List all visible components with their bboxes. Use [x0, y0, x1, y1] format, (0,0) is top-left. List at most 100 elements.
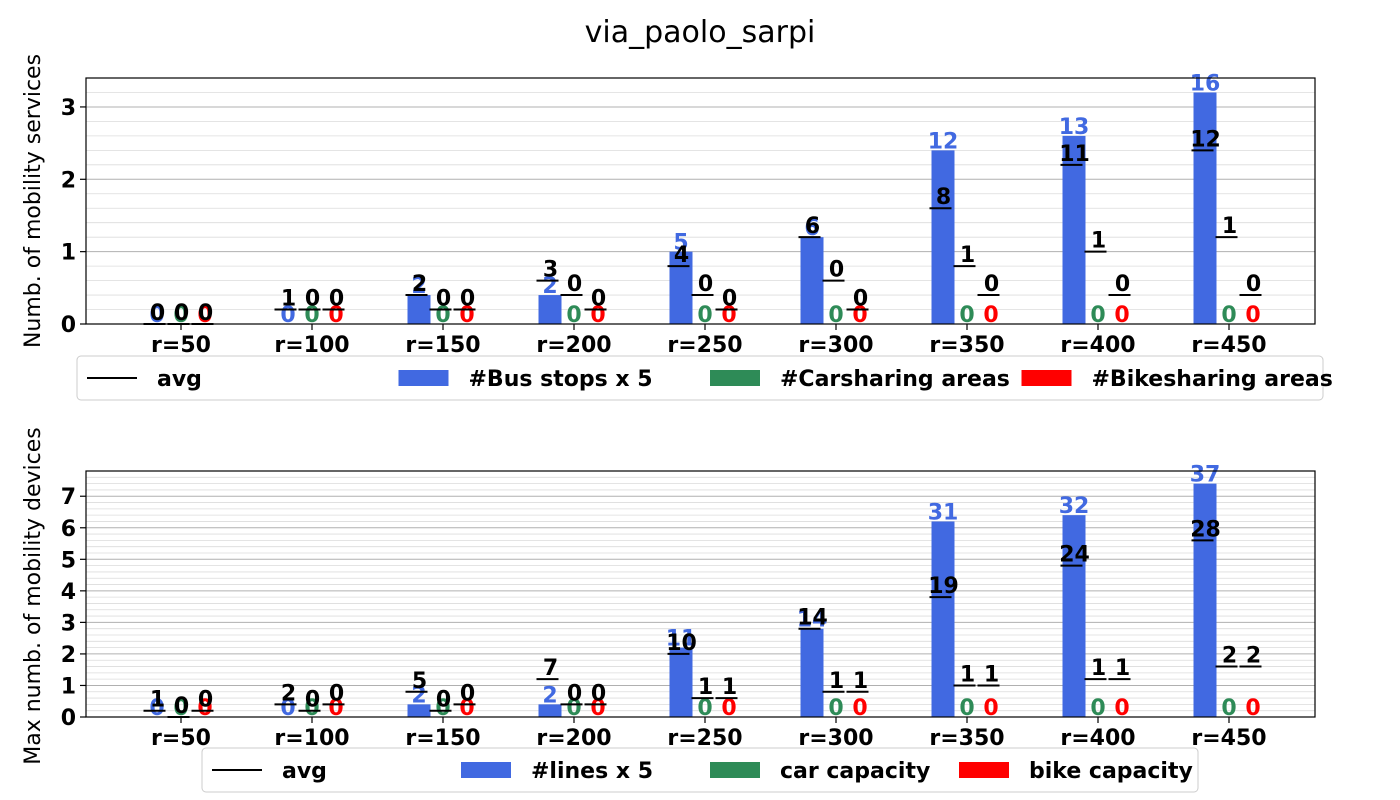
avg-value-label: 0 — [436, 688, 451, 713]
avg-value-label: 0 — [698, 272, 713, 297]
avg-value-label: 0 — [722, 287, 737, 312]
x-tick-label: r=250 — [667, 726, 742, 751]
legend-bus-label: #Bus stops x 5 — [469, 367, 653, 392]
bike-value-label: 0 — [459, 696, 474, 721]
avg-value-label: 7 — [543, 656, 558, 681]
avg-value-label: 0 — [305, 688, 320, 713]
bus-bar — [800, 237, 824, 324]
bike-value-label: 0 — [590, 696, 605, 721]
bus-value-label: 5 — [673, 231, 688, 256]
x-tick-label: r=400 — [1060, 333, 1135, 358]
bus-value-label: 0 — [280, 696, 295, 721]
bike-value-label: 0 — [1114, 696, 1129, 721]
car-value-label: 0 — [304, 696, 319, 721]
bus-value-label: 31 — [928, 500, 959, 525]
avg-value-label: 5 — [412, 669, 427, 694]
avg-value-label: 2 — [1222, 644, 1237, 669]
bus-bar — [669, 647, 693, 717]
avg-value-label: 11 — [1059, 142, 1090, 167]
avg-value-label: 0 — [305, 287, 320, 312]
bus-value-label: 32 — [1059, 494, 1090, 519]
avg-value-label: 0 — [329, 287, 344, 312]
bus-bar — [800, 628, 824, 717]
y-tick-label: 2 — [61, 168, 76, 193]
avg-value-label: 12 — [1190, 127, 1221, 152]
avg-value-label: 3 — [543, 258, 558, 283]
avg-value-label: 24 — [1059, 543, 1090, 568]
bus-value-label: 37 — [1190, 463, 1221, 488]
y-tick-label: 6 — [61, 517, 76, 542]
y-tick-label: 7 — [61, 485, 76, 510]
avg-value-label: 0 — [591, 681, 606, 706]
car-value-label: 0 — [435, 696, 450, 721]
avg-value-label: 1 — [853, 669, 868, 694]
x-tick-label: r=50 — [151, 726, 211, 751]
car-value-label: 0 — [173, 696, 188, 721]
plot-frame — [85, 470, 1316, 718]
x-tick-label: r=150 — [405, 726, 480, 751]
avg-value-label: 8 — [936, 185, 951, 210]
avg-value-label: 0 — [984, 272, 999, 297]
avg-value-label: 0 — [329, 681, 344, 706]
avg-value-label: 0 — [460, 681, 475, 706]
plot-frame — [85, 77, 1316, 325]
avg-value-label: 0 — [198, 688, 213, 713]
avg-value-label: 0 — [567, 272, 582, 297]
bike-value-label: 0 — [1245, 696, 1260, 721]
x-tick-label: r=350 — [929, 333, 1004, 358]
avg-value-label: 1 — [1091, 656, 1106, 681]
bike-value-label: 0 — [852, 696, 867, 721]
bike-value-label: 0 — [328, 696, 343, 721]
bus-bar — [669, 251, 693, 324]
avg-value-label: 0 — [174, 301, 189, 326]
y-tick-label: 5 — [61, 548, 76, 573]
bus-value-label: 12 — [928, 129, 959, 154]
avg-value-label: 0 — [436, 287, 451, 312]
x-tick-label: r=250 — [667, 333, 742, 358]
avg-value-label: 1 — [960, 243, 975, 268]
legend-bike-label: bike capacity — [1029, 759, 1193, 784]
x-tick-label: r=200 — [536, 726, 611, 751]
bus-value-label: 6 — [804, 216, 819, 241]
legend-bike-swatch — [1021, 370, 1072, 386]
car-value-label: 0 — [828, 696, 843, 721]
y-tick-label: 3 — [61, 611, 76, 636]
bike-value-label: 0 — [197, 303, 212, 328]
bus-bar — [1193, 483, 1217, 717]
legend: avg #Bus stops x 5 #Carsharing areas #Bikes… — [76, 355, 1333, 401]
x-tick-label: r=300 — [798, 726, 873, 751]
y-tick-label: 4 — [61, 580, 76, 605]
bike-value-label: 0 — [1245, 303, 1260, 328]
bus-value-label: 2 — [411, 274, 426, 299]
legend-car-swatch — [710, 762, 760, 778]
x-tick-label: r=50 — [151, 333, 211, 358]
x-tick-label: r=100 — [274, 333, 349, 358]
avg-value-label: 1 — [698, 675, 713, 700]
y-tick-label: 1 — [61, 674, 76, 699]
bus-value-label: 13 — [1059, 115, 1090, 140]
car-value-label: 0 — [1221, 303, 1236, 328]
legend-car-label: #Carsharing areas — [780, 367, 1010, 392]
car-value-label: 0 — [959, 696, 974, 721]
x-tick-label: r=200 — [536, 333, 611, 358]
legend: avg #lines x 5 car capacity bike capacity — [201, 747, 1199, 793]
legend-car-label: car capacity — [780, 759, 930, 784]
bus-bar — [407, 704, 431, 717]
bus-value-label: 11 — [666, 627, 697, 652]
car-value-label: 0 — [566, 696, 581, 721]
y-tick-label: 1 — [61, 241, 76, 266]
legend-bike-label: #Bikesharing areas — [1092, 367, 1333, 392]
avg-value-label: 0 — [829, 258, 844, 283]
legend-frame — [76, 355, 1324, 401]
avg-value-label: 1 — [960, 662, 975, 687]
bus-bar — [538, 295, 562, 324]
legend-bus-swatch — [398, 370, 449, 386]
x-tick-label: r=300 — [798, 333, 873, 358]
bus-value-label: 16 — [1190, 71, 1221, 96]
y-tick-label: 0 — [61, 313, 76, 338]
x-tick-label: r=400 — [1060, 726, 1135, 751]
car-value-label: 0 — [1090, 303, 1105, 328]
avg-value-label: 0 — [1246, 272, 1261, 297]
